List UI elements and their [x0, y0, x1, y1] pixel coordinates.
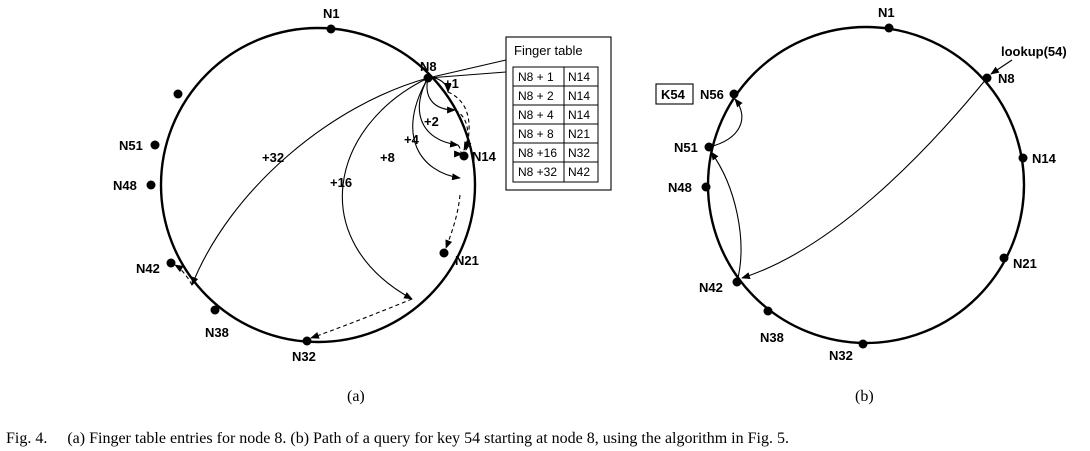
label-n1-b: N1 [878, 5, 895, 20]
node-n38-a [211, 306, 220, 315]
key-k54-label: K54 [661, 87, 686, 102]
finger-table-successor: N14 [568, 70, 590, 84]
node-n42-a [167, 259, 176, 268]
query-hop-n42-to-n51 [711, 152, 741, 282]
node-n1-a [327, 25, 336, 34]
dashed-arrow-to-n14-3 [458, 145, 462, 154]
label-n48-a: N48 [113, 178, 137, 193]
finger-table-start: N8 +32 [518, 165, 557, 179]
finger-label-plus16: +16 [330, 175, 352, 190]
node-n38-b [764, 307, 773, 316]
node-n56-b [730, 90, 739, 99]
label-n14-a: N14 [472, 149, 497, 164]
finger-arrow-plus32 [192, 78, 428, 285]
query-hop-n8-to-n42 [742, 78, 987, 278]
dashed-arrow-to-n32 [311, 299, 412, 338]
lookup-label: lookup(54) [1001, 44, 1067, 59]
finger-table-successor: N32 [568, 146, 590, 160]
label-n32-b: N32 [829, 348, 853, 363]
finger-label-plus8: +8 [380, 150, 395, 165]
label-n51-a: N51 [119, 138, 143, 153]
label-n8-a: N8 [420, 59, 437, 74]
finger-table-start: N8 + 2 [518, 89, 554, 103]
finger-table: Finger table N8 + 1 N14 N8 + 2 N14 N8 + … [428, 37, 611, 190]
diagram-b: N1 N8 N14 N21 N32 N38 N42 N48 N51 N56 K5… [656, 5, 1067, 405]
finger-table-start: N8 + 4 [518, 108, 554, 122]
label-n48-b: N48 [668, 180, 692, 195]
label-n56-b: N56 [700, 87, 724, 102]
label-n42-b: N42 [699, 280, 723, 295]
finger-arrow-plus16 [342, 78, 428, 299]
subfigure-label-b: (b) [855, 388, 874, 405]
finger-table-title: Finger table [514, 43, 583, 58]
finger-label-plus4: +4 [404, 132, 420, 147]
label-n38-b: N38 [760, 330, 784, 345]
node-n1-b [885, 24, 894, 33]
finger-table-successor: N42 [568, 165, 590, 179]
diagram-a: N1 N8 N14 N21 N32 N38 N42 N48 N51 +1 +2 … [113, 6, 611, 405]
label-n21-b: N21 [1013, 256, 1037, 271]
label-n14-b: N14 [1032, 151, 1057, 166]
finger-table-successor: N21 [568, 127, 590, 141]
finger-table-start: N8 +16 [518, 146, 557, 160]
label-n42-a: N42 [136, 261, 160, 276]
dashed-arrow-to-n21 [446, 195, 460, 248]
ring-b [708, 27, 1024, 343]
node-n48-a [147, 181, 156, 190]
node-n51-a [151, 141, 160, 150]
label-n8-b: N8 [998, 71, 1015, 86]
finger-table-start: N8 + 8 [518, 127, 554, 141]
node-n48-b [702, 183, 711, 192]
finger-label-plus2: +2 [424, 114, 439, 129]
label-n1-a: N1 [323, 6, 340, 21]
label-n21-a: N21 [455, 253, 479, 268]
node-n32-a [303, 337, 312, 346]
node-n63-a [174, 90, 183, 99]
label-n32-a: N32 [292, 349, 316, 364]
finger-table-successor: N14 [568, 89, 590, 103]
finger-table-start: N8 + 1 [518, 70, 554, 84]
finger-label-plus32: +32 [262, 150, 284, 165]
subfigure-label-a: (a) [347, 388, 365, 405]
figure-caption: Fig. 4. (a) Finger table entries for nod… [6, 430, 789, 447]
node-n21-b [1000, 254, 1009, 263]
label-n51-b: N51 [674, 140, 698, 155]
finger-table-successor: N14 [568, 108, 590, 122]
node-n32-b [859, 340, 868, 349]
finger-label-plus1: +1 [444, 76, 459, 91]
node-n21-a [440, 249, 449, 258]
node-n14-b [1019, 154, 1028, 163]
label-n38-a: N38 [205, 325, 229, 340]
